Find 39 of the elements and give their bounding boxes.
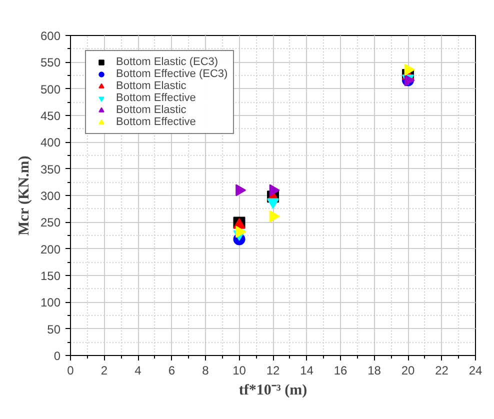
y-tick-label: 300: [40, 189, 61, 203]
y-tick-label: 250: [40, 216, 61, 230]
x-tick-label: 14: [300, 364, 314, 378]
x-tick-label: 10: [232, 364, 246, 378]
x-tick-label: 24: [468, 364, 482, 378]
x-tick-label: 22: [435, 364, 449, 378]
x-tick-label: 2: [100, 364, 108, 378]
y-tick-label: 0: [54, 349, 61, 363]
point: [404, 64, 415, 76]
legend-label: Bottom Elastic: [116, 80, 186, 92]
legend-label: Bottom Effective (EC3): [116, 68, 228, 80]
point: [236, 226, 246, 238]
x-axis-title: tf*10⁻³ (m): [238, 382, 308, 398]
y-tick-label: 500: [40, 82, 61, 96]
x-tick-label: 20: [401, 364, 415, 378]
legend-label: Bottom Elastic: [116, 104, 186, 116]
y-tick-label: 400: [40, 136, 61, 150]
x-tick-label: 16: [334, 364, 348, 378]
y-tick-label: 550: [40, 56, 61, 70]
y-tick-label: 100: [40, 296, 61, 310]
x-tick-label: 6: [168, 364, 176, 378]
y-axis-title: Mcr (KN.m): [16, 156, 32, 236]
x-tick-label: 4: [134, 364, 142, 378]
x-tick-label: 8: [202, 364, 210, 378]
y-tick-label: 150: [40, 269, 61, 283]
y-tick-label: 50: [47, 322, 61, 336]
y-tick-label: 600: [40, 29, 61, 43]
legend-label: Bottom Effective: [116, 116, 196, 128]
point: [269, 210, 280, 222]
legend-label: Bottom Effective: [116, 92, 196, 104]
y-tick-label: 450: [40, 109, 61, 123]
x-tick-label: 18: [368, 364, 382, 378]
x-tick-label: 0: [67, 364, 74, 378]
point: [269, 184, 280, 196]
y-tick-label: 350: [40, 162, 61, 176]
x-tick-label: 12: [266, 364, 280, 378]
legend-label: Bottom Elastic (EC3): [116, 56, 218, 68]
y-tick-label: 200: [40, 242, 61, 256]
point: [236, 184, 246, 196]
